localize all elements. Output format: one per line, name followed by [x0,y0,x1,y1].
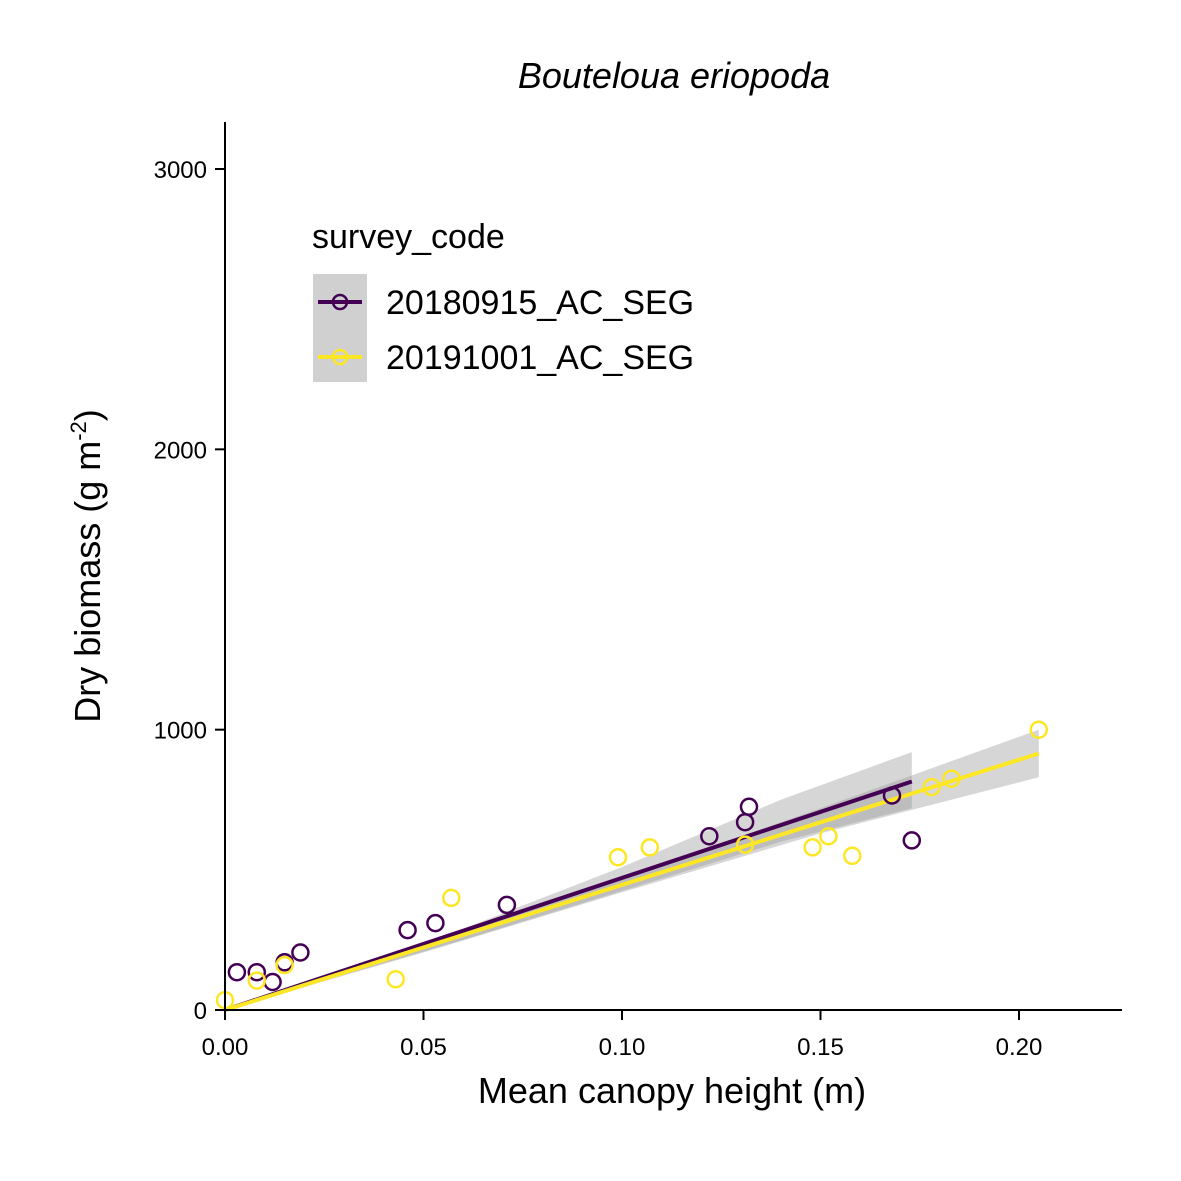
data-point-series-1 [247,962,267,982]
data-point-series-1 [426,913,445,933]
data-point-series-2 [819,826,838,846]
y-axis-title-main: Dry biomass (g m [67,441,108,723]
x-axis-ticks: 0.00 0.05 0.10 0.15 0.20 [202,1010,1043,1061]
data-point-series-2 [247,971,267,990]
legend-key-background [313,274,367,382]
x-axis-title: Mean canopy height (m) [478,1070,866,1111]
data-point-series-1 [902,831,922,850]
legend-title: survey_code [312,218,505,256]
data-point-series-2 [843,846,862,866]
legend-key-marker-2 [331,348,349,366]
data-point-series-2 [640,838,660,857]
y-tick-label: 0 [194,998,207,1025]
legend-key-marker-1 [331,293,349,311]
data-point-series-1 [398,920,417,940]
legend-label-2: 20191001_AC_SEG [386,339,694,377]
data-point-series-1 [497,895,517,915]
y-axis-title-superscript: -2 [66,421,91,441]
data-point-series-1 [263,972,282,992]
x-tick-label: 0.20 [996,1034,1043,1061]
data-point-series-1 [227,962,247,982]
x-tick-label: 0.05 [400,1034,447,1061]
y-tick-label: 2000 [154,437,207,464]
y-axis-ticks: 0 1000 2000 3000 [154,157,225,1025]
chart-title: Bouteloua eriopoda [518,55,830,96]
regression-lines [224,751,1040,1012]
y-tick-label: 1000 [154,718,207,745]
y-axis-title: Dry biomass (g m-2) [66,409,108,723]
data-point-series-2 [1029,720,1049,739]
data-point-series-2 [275,955,294,975]
data-point-series-1 [291,943,310,962]
y-tick-label: 3000 [154,157,207,184]
data-point-series-2 [922,777,941,797]
data-point-series-1 [739,797,759,817]
x-tick-label: 0.10 [599,1034,646,1061]
y-axis-title-close: ) [67,409,108,421]
data-point-series-2 [608,847,628,867]
confidence-bands [225,729,1039,1010]
data-point-series-2 [442,888,461,908]
legend: survey_code 20180915_AC_SEG 20191001_AC_S… [312,218,694,382]
data-point-series-2 [386,969,405,989]
x-tick-label: 0.00 [202,1034,249,1061]
x-tick-label: 0.15 [797,1034,844,1061]
data-point-series-2 [942,769,961,788]
regression-line-2 [224,751,1040,1012]
data-point-series-1 [700,826,719,846]
confidence-band-1 [225,752,912,1010]
data-points [215,720,1049,1010]
legend-label-1: 20180915_AC_SEG [386,284,694,322]
data-point-series-1 [882,786,902,805]
data-point-series-2 [735,835,755,854]
data-point-series-2 [803,838,822,857]
